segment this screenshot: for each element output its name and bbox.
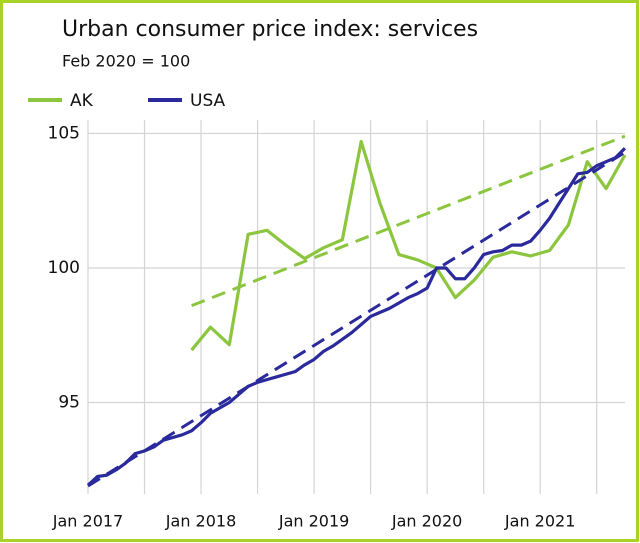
- x-tick-label: Jan 2019: [278, 512, 349, 531]
- series-line: [190, 139, 627, 352]
- chart-subtitle: Feb 2020 = 100: [62, 52, 190, 71]
- x-tick-label: Jan 2017: [52, 512, 123, 531]
- x-tick-label: Jan 2021: [504, 512, 575, 531]
- trend-line: [87, 151, 626, 488]
- series-line: [86, 147, 627, 487]
- trend-line: [191, 134, 626, 308]
- legend-label: AK: [70, 91, 94, 111]
- y-tick-label: 105: [48, 123, 80, 143]
- y-tick-label: 100: [48, 258, 80, 278]
- x-tick-label: Jan 2020: [391, 512, 462, 531]
- y-tick-label: 95: [58, 393, 80, 413]
- legend-label: USA: [190, 91, 226, 111]
- chart-title: Urban consumer price index: services: [62, 17, 478, 42]
- x-tick-label: Jan 2018: [165, 512, 236, 531]
